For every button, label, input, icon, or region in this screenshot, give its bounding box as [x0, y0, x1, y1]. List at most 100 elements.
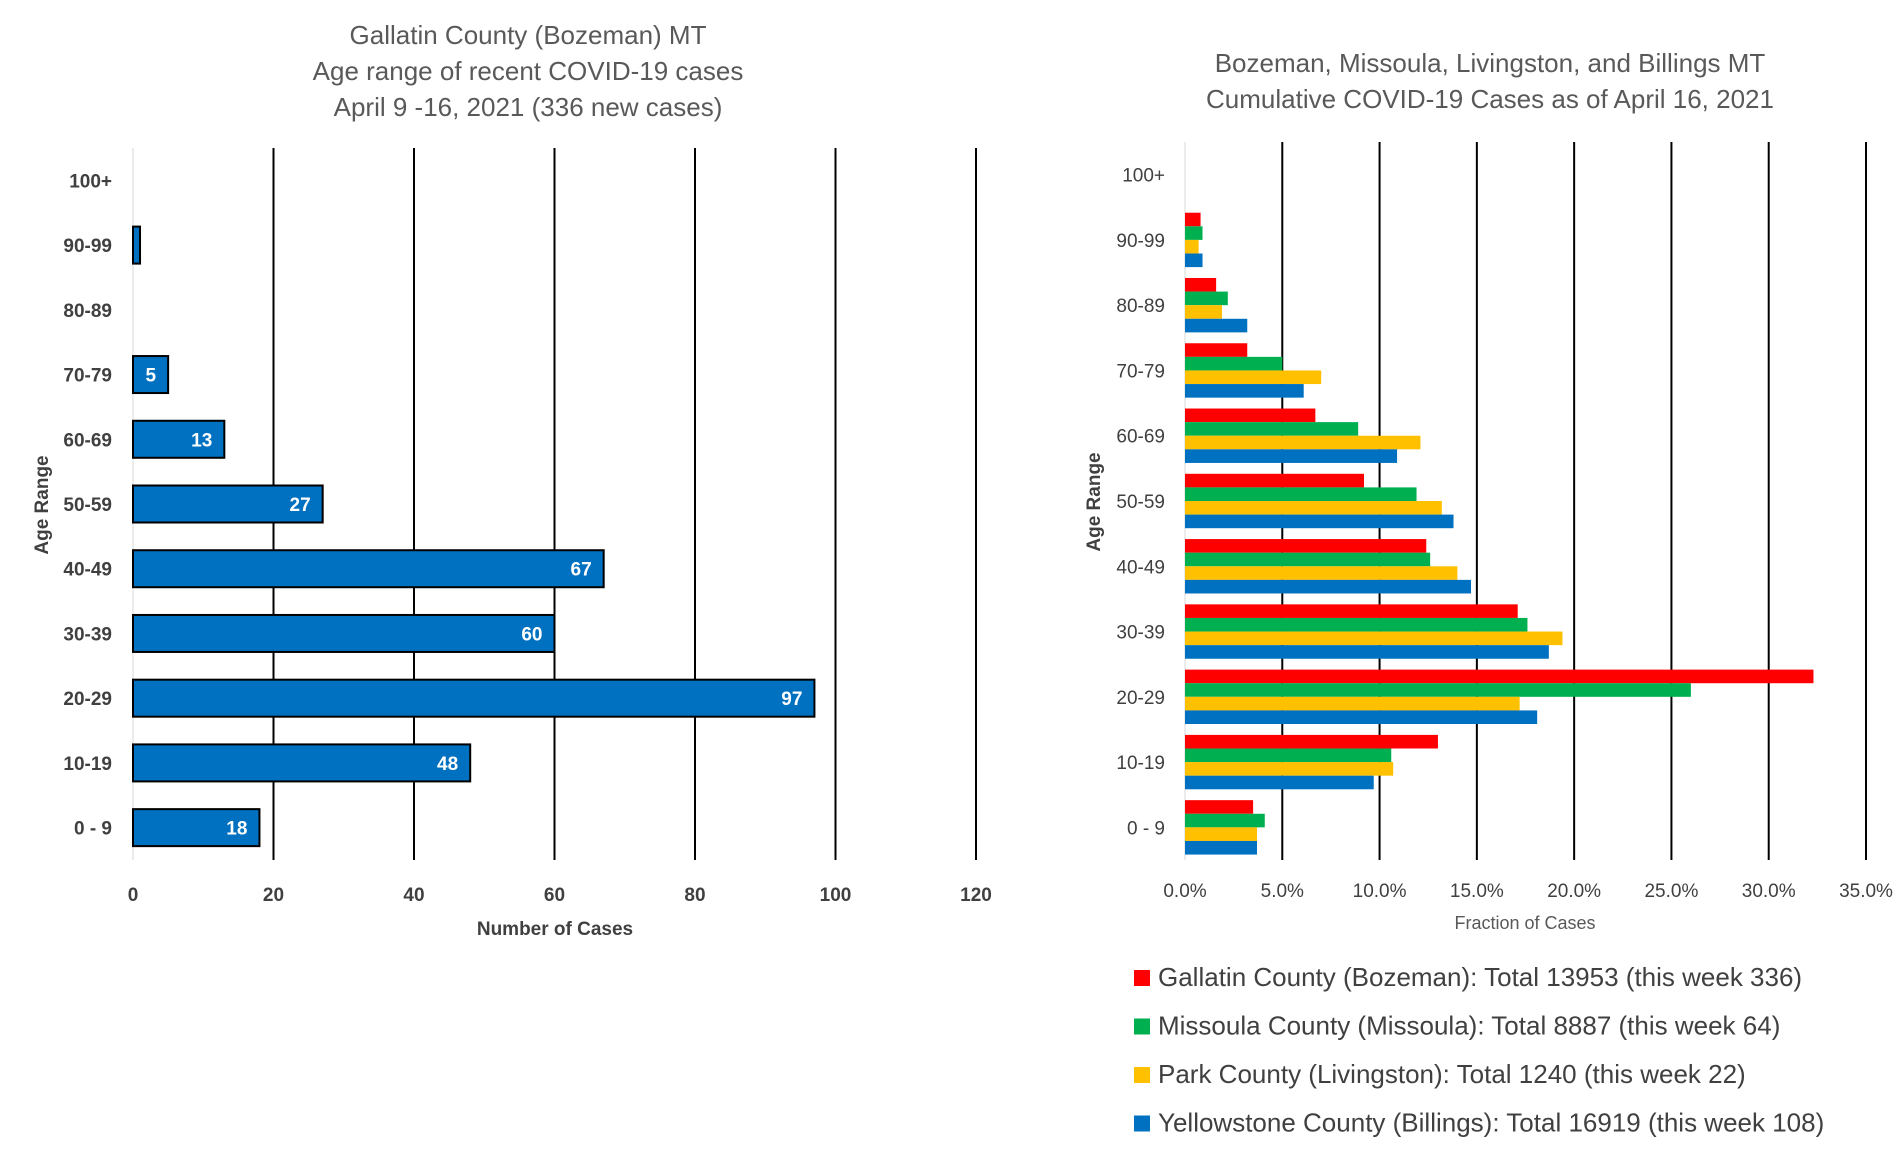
chart2-title-line: Cumulative COVID-19 Cases as of April 16…	[1206, 84, 1774, 114]
chart1-y-tick-label: 100+	[69, 171, 112, 192]
chart1-title-line: Age range of recent COVID-19 cases	[313, 56, 744, 86]
chart2-bar	[1185, 473, 1365, 488]
chart2-bar	[1185, 239, 1199, 254]
chart1-bar	[132, 225, 142, 265]
chart2-x-tick-label: 5.0%	[1261, 881, 1304, 902]
chart2-y-tick-label: 30-39	[1116, 623, 1165, 644]
chart2-legend-swatch	[1134, 1115, 1150, 1132]
chart2-bar	[1185, 277, 1217, 292]
chart1-y-tick-label: 60-69	[63, 430, 112, 451]
chart2-bar	[1185, 840, 1257, 855]
chart1-title-line: April 9 -16, 2021 (336 new cases)	[334, 92, 723, 122]
chart2-bar	[1185, 291, 1228, 306]
chart2-bar	[1185, 305, 1222, 319]
chart2-x-tick-label: 15.0%	[1450, 881, 1504, 902]
chart2-bar	[1185, 449, 1398, 463]
chart2-bar	[1185, 617, 1528, 632]
chart1-data-label: 5	[146, 366, 157, 387]
chart2-bar	[1185, 683, 1691, 697]
chart1-y-tick-label: 70-79	[63, 366, 112, 387]
chart2-bar	[1185, 212, 1201, 227]
chart1-x-tick-label: 60	[544, 885, 565, 906]
chart2-bar	[1185, 734, 1438, 749]
chart2-y-tick-label: 0 - 9	[1127, 818, 1165, 839]
chart2-bar	[1185, 422, 1359, 436]
chart1-y-tick-label: 10-19	[63, 754, 112, 775]
chart2-bar	[1185, 356, 1283, 371]
chart1-x-tick-label: 120	[960, 885, 992, 906]
chart1-bar	[132, 613, 556, 653]
chart2-bar	[1185, 539, 1427, 553]
chart2-bar	[1185, 669, 1814, 684]
chart2-x-tick-label: 30.0%	[1742, 881, 1796, 902]
chart1-y-tick-label: 30-39	[63, 624, 112, 645]
chart2-y-tick-label: 70-79	[1116, 361, 1165, 382]
chart1-y-tick-label: 80-89	[63, 301, 112, 322]
chart2-y-tick-label: 90-99	[1116, 231, 1165, 252]
chart2-bar	[1185, 631, 1563, 646]
chart2-bar	[1185, 748, 1392, 763]
chart2-y-axis-label: Age Range	[1084, 452, 1105, 551]
chart2-y-tick-label: 60-69	[1116, 427, 1165, 448]
chart2-legend-entry: Gallatin County (Bozeman): Total 13953 (…	[1158, 962, 1802, 992]
chart1-y-axis-label: Age Range	[32, 455, 53, 554]
chart2-bar	[1185, 552, 1431, 567]
chart2-bar	[1185, 487, 1417, 501]
chart1-data-label: 48	[437, 754, 458, 775]
chart2-bar	[1185, 762, 1394, 776]
chart2-legend-swatch	[1134, 1018, 1150, 1035]
chart1-title-line: Gallatin County (Bozeman) MT	[350, 20, 707, 50]
chart2-bar	[1185, 604, 1518, 618]
chart1-data-label: 67	[571, 560, 592, 581]
chart2-x-tick-label: 25.0%	[1644, 881, 1698, 902]
chart2-bar	[1185, 384, 1304, 398]
chart2-legend-swatch	[1134, 1067, 1150, 1083]
chart2-x-axis-label: Fraction of Cases	[1454, 913, 1595, 933]
chart2-title-line: Bozeman, Missoula, Livingston, and Billi…	[1215, 48, 1766, 78]
chart2-y-tick-label: 20-29	[1116, 688, 1165, 709]
chart1-x-tick-label: 0	[128, 885, 139, 906]
chart2-legend-swatch	[1134, 970, 1150, 986]
chart2-bar	[1185, 435, 1421, 450]
chart1-data-label: 97	[781, 689, 802, 710]
chart2-legend-entry: Missoula County (Missoula): Total 8887 (…	[1158, 1011, 1780, 1041]
chart1-x-tick-label: 80	[684, 885, 705, 906]
chart2-bar	[1185, 408, 1316, 423]
chart2-bar	[1185, 827, 1257, 841]
chart1-data-label: 18	[226, 819, 247, 840]
chart2-bar	[1185, 501, 1442, 515]
chart2-bar	[1185, 226, 1203, 240]
chart1-bar	[132, 808, 261, 848]
chart2-bar	[1185, 710, 1538, 725]
chart2-y-tick-label: 50-59	[1116, 492, 1165, 513]
chart1-y-tick-label: 40-49	[63, 560, 112, 581]
chart1-y-tick-label: 20-29	[63, 689, 112, 710]
chart1-bar	[132, 549, 605, 589]
chart1-bar	[132, 419, 226, 459]
chart2-bar	[1185, 318, 1248, 333]
chart1-x-tick-label: 40	[403, 885, 424, 906]
chart1-bar	[132, 355, 170, 395]
chart1-x-tick-label: 100	[820, 885, 852, 906]
chart2-bar	[1185, 696, 1520, 711]
chart1-y-tick-label: 0 - 9	[74, 819, 112, 840]
chart2-bar	[1185, 343, 1248, 357]
chart2-bar	[1185, 514, 1454, 529]
chart1-x-tick-label: 20	[263, 885, 284, 906]
chart2-x-tick-label: 10.0%	[1353, 881, 1407, 902]
chart2-y-tick-label: 40-49	[1116, 557, 1165, 578]
chart1-bar	[132, 743, 472, 783]
chart1-x-axis-label: Number of Cases	[477, 919, 633, 940]
chart2-legend-entry: Yellowstone County (Billings): Total 169…	[1158, 1108, 1824, 1138]
chart1-bar	[132, 678, 816, 718]
chart1-data-label: 13	[191, 430, 212, 451]
chart2-y-tick-label: 10-19	[1116, 753, 1165, 774]
chart1-data-label: 27	[290, 495, 311, 516]
chart2-bar	[1185, 645, 1549, 659]
chart1-bar	[132, 484, 324, 524]
chart2-x-tick-label: 20.0%	[1547, 881, 1601, 902]
chart1-data-label: 60	[521, 624, 542, 645]
chart2-x-tick-label: 0.0%	[1163, 881, 1206, 902]
chart2-y-tick-label: 100+	[1122, 166, 1165, 187]
chart2-bar	[1185, 813, 1265, 828]
